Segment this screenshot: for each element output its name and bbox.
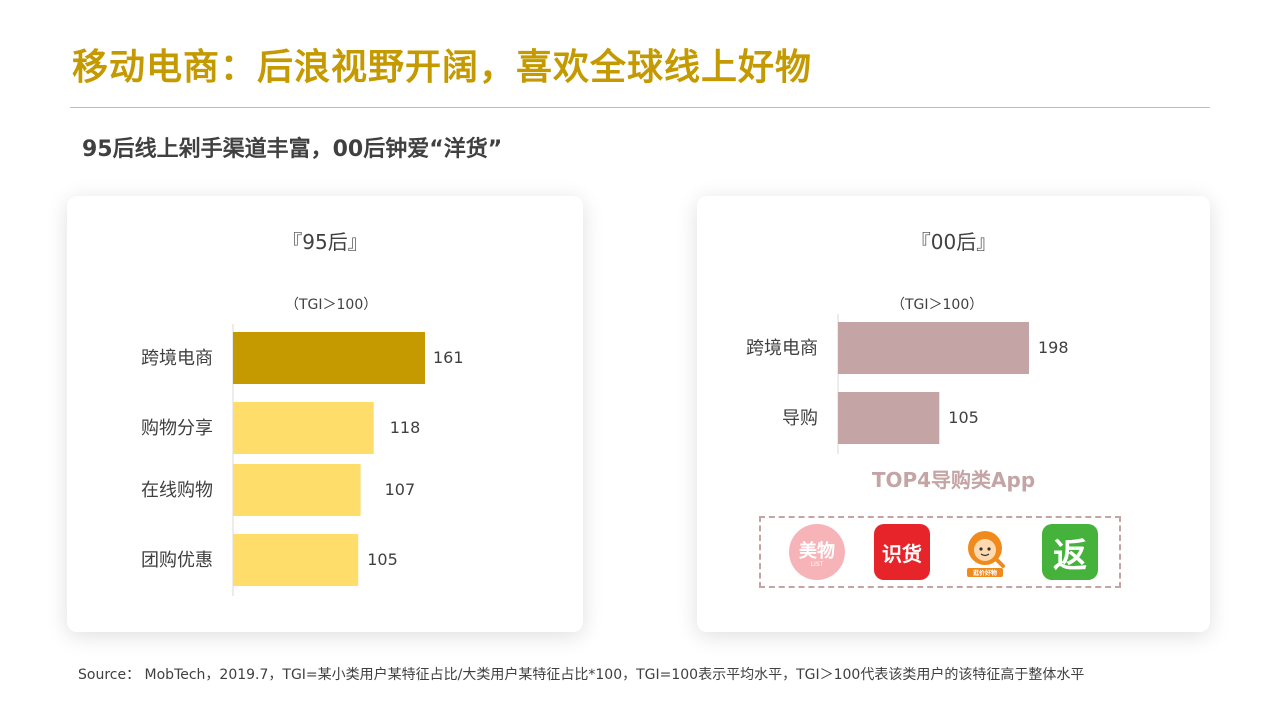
chart-title-95: 『95后』 (282, 230, 368, 254)
value-label: 105 (948, 408, 979, 427)
meiwu-app-icon[interactable]: 美物 LIST (789, 524, 845, 580)
bar-1 (233, 402, 374, 454)
tgi-note-00: （TGI＞100） (891, 297, 984, 313)
value-label: 161 (433, 348, 464, 367)
bar-0 (838, 322, 1029, 374)
bar-2 (233, 464, 361, 516)
category-label: 跨境电商 (141, 348, 213, 369)
bar-chart-95: 跨境电商 161 购物分享 118 在线购物 107 团购优惠 105 (141, 324, 464, 596)
apps-heading: TOP4导购类App (871, 468, 1036, 492)
value-label: 105 (367, 550, 398, 569)
bar-1 (838, 392, 940, 444)
title-divider (70, 107, 1210, 108)
shihuo-app-icon[interactable]: 识货 (874, 524, 930, 580)
category-label: 导购 (782, 408, 818, 429)
value-label: 198 (1038, 338, 1069, 357)
page-subtitle: 95后线上剁手渠道丰富，00后钟爱“洋货” (82, 137, 503, 162)
chart-title-00: 『00后』 (910, 230, 997, 254)
bar-3 (233, 534, 359, 586)
bar-0 (233, 332, 425, 384)
bar-chart-00: 跨境电商 198 导购 105 (746, 314, 1069, 454)
svg-text:逛价好物: 逛价好物 (972, 569, 997, 577)
source-note: Source： MobTech，2019.7，TGI=某小类用户某特征占比/大类… (78, 667, 1085, 683)
page-title: 移动电商：后浪视野开阔，喜欢全球线上好物 (72, 47, 813, 88)
value-label: 107 (385, 480, 416, 499)
app-icons-box: 美物 LIST 识货 逛价好物 返 (759, 516, 1121, 588)
category-label: 跨境电商 (746, 338, 818, 359)
chart-card-95: 『95后』 （TGI＞100） 跨境电商 161 购物分享 118 在线购物 107 团购优… (67, 196, 583, 632)
chart-card-00: 『00后』 （TGI＞100） 跨境电商 198 导购 105 TOP4导购类App … (697, 196, 1210, 632)
category-label: 购物分享 (141, 418, 213, 439)
tgi-note-95: （TGI＞100） (285, 297, 378, 313)
category-label: 团购优惠 (141, 550, 213, 571)
fan-app-icon[interactable]: 返 (1042, 524, 1098, 580)
haojia-app-icon[interactable]: 逛价好物 (957, 524, 1013, 580)
category-label: 在线购物 (141, 480, 213, 501)
value-label: 118 (390, 418, 421, 437)
